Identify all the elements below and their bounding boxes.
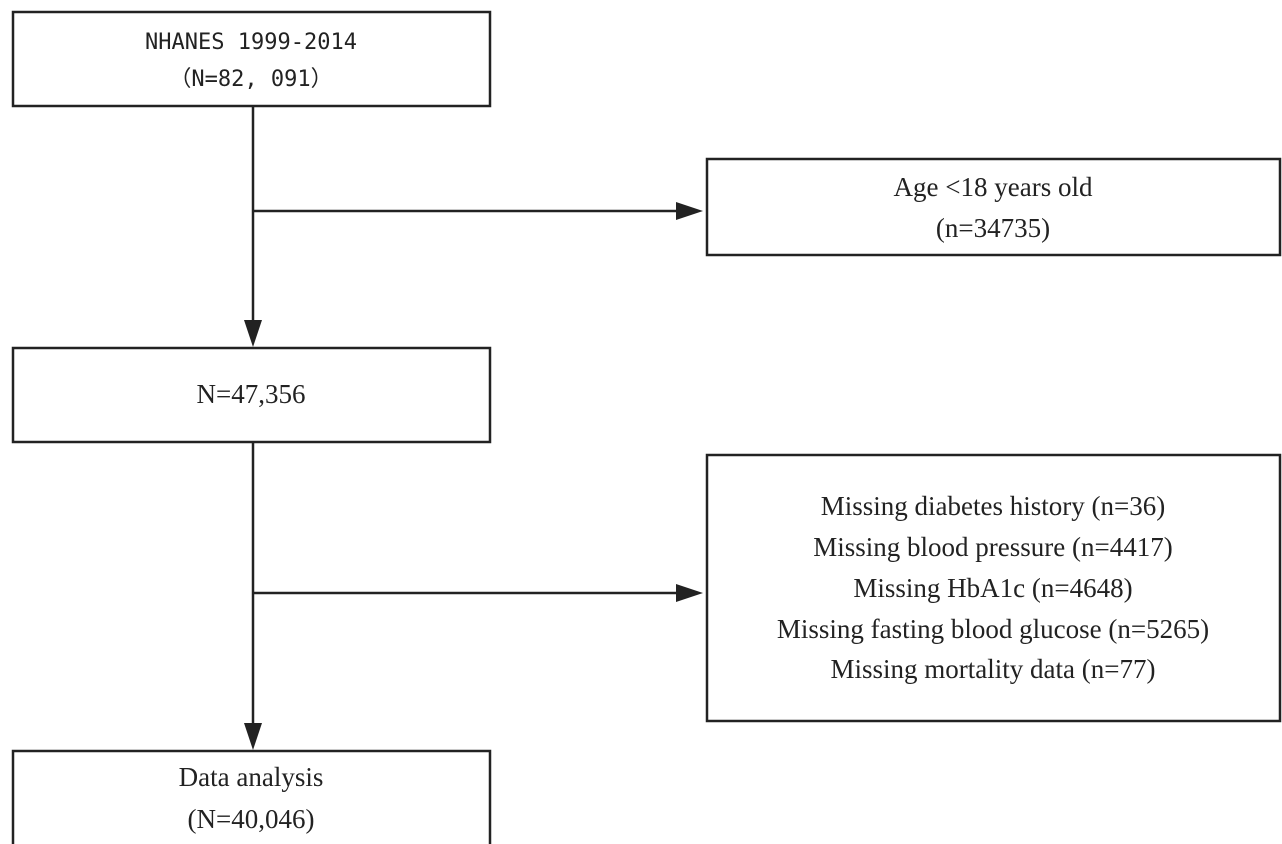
arrowhead [244,723,262,750]
arrowhead [244,320,262,347]
box [705,157,1282,257]
arrowhead [676,584,703,602]
box-text: Age <18 years old [894,172,1093,202]
box-text: Missing HbA1c (n=4648) [853,573,1132,603]
arrowhead [676,202,703,220]
box-text: Data analysis [179,762,324,792]
box-text: （N=82, 091） [169,67,332,92]
box-text: NHANES 1999-2014 [145,30,357,55]
box [11,749,492,844]
box [11,10,492,108]
box-text: Missing fasting blood glucose (n=5265) [777,614,1209,644]
box [11,346,492,444]
box-text: (n=34735) [936,213,1050,243]
box-text: Missing mortality data (n=77) [831,654,1156,684]
box-text: Missing blood pressure (n=4417) [813,532,1172,562]
box-text: N=47,356 [197,379,306,409]
box [705,453,1282,723]
box-text: (N=40,046) [188,804,315,834]
box-text: Missing diabetes history (n=36) [821,491,1165,521]
